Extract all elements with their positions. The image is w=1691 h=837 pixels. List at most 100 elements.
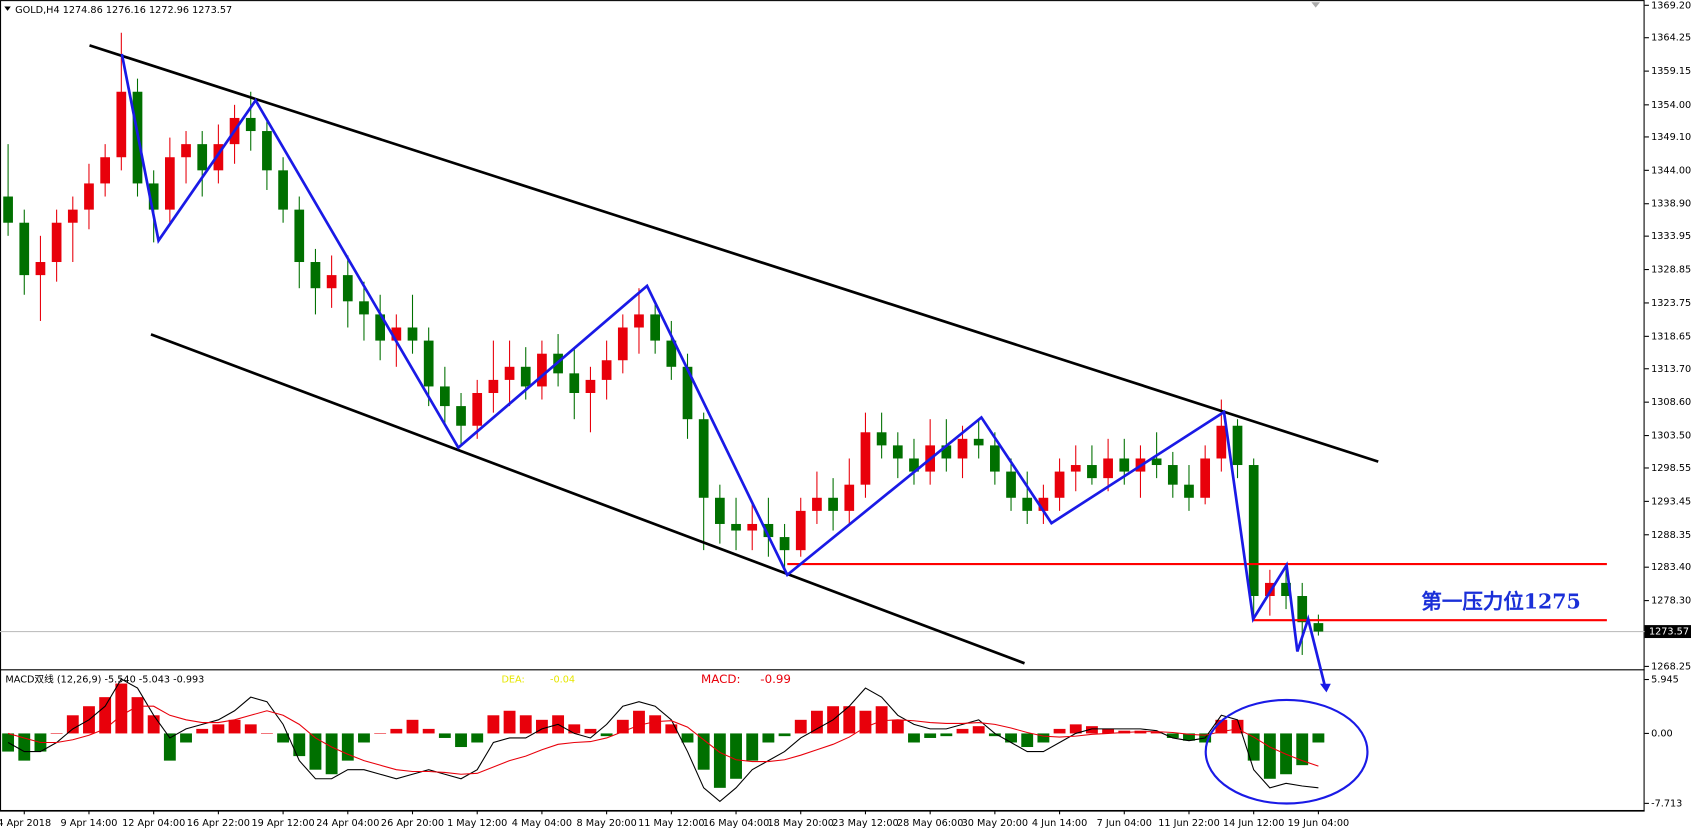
- candle-body: [828, 497, 838, 511]
- y-tick-label: 1333.95: [1651, 231, 1691, 242]
- macd-bar: [163, 733, 176, 761]
- candle-body: [1006, 471, 1016, 498]
- candle-body: [310, 262, 321, 289]
- wave-path: [120, 53, 1327, 689]
- macd-bar: [519, 715, 532, 734]
- symbol-marker: [4, 6, 11, 11]
- x-tick-label: 4 Jun 14:00: [1032, 818, 1087, 829]
- candle-body: [1281, 582, 1291, 597]
- candle-body: [359, 301, 369, 315]
- macd-bar: [1215, 719, 1228, 734]
- candle-body: [67, 209, 78, 223]
- candle-body: [537, 353, 547, 387]
- candle-body: [682, 366, 693, 420]
- candle-body: [715, 497, 725, 524]
- candle-body: [165, 157, 175, 210]
- channel-upper: [89, 44, 1379, 463]
- candle-body: [1054, 471, 1065, 498]
- y-tick-label: 1328.85: [1651, 265, 1691, 276]
- y-tick-label: 1338.90: [1651, 199, 1691, 210]
- candle-body: [294, 209, 305, 263]
- candle-body: [1103, 458, 1113, 479]
- macd-bar: [293, 733, 306, 757]
- macd-bar: [18, 733, 31, 761]
- macd-bar: [1053, 728, 1066, 734]
- macd-bar: [196, 728, 209, 734]
- macd-bar: [390, 728, 403, 734]
- macd-bar: [633, 710, 645, 734]
- x-tick-label: 19 Jun 04:00: [1288, 818, 1350, 829]
- candle-body: [35, 262, 46, 276]
- macd-bar: [455, 733, 467, 748]
- macd-bar: [358, 733, 370, 743]
- candle-body: [731, 523, 741, 531]
- macd-line: [7, 705, 1319, 775]
- y-tick-label: 1283.40: [1651, 562, 1691, 573]
- candle-body: [407, 327, 418, 341]
- macd-bar: [891, 719, 904, 734]
- x-tick-label: 4 Apr 2018: [0, 818, 51, 829]
- macd-bar: [762, 733, 775, 743]
- macd-bar: [584, 728, 597, 734]
- macd-bar: [228, 719, 241, 734]
- candle-body: [3, 196, 13, 223]
- y-tick-label: 5.945: [1651, 675, 1679, 686]
- y-tick-label: 1288.35: [1651, 530, 1691, 541]
- macd-bar: [1005, 733, 1017, 743]
- macd-bar: [325, 733, 338, 775]
- candle-body: [1297, 596, 1308, 623]
- candle-body: [278, 170, 288, 210]
- candle-body: [650, 314, 661, 341]
- dea-value: -0.04: [550, 674, 575, 685]
- candle-body: [488, 379, 499, 393]
- candle-body: [973, 438, 984, 446]
- macd-bar: [131, 697, 144, 734]
- x-tick-label: 12 Apr 04:00: [122, 818, 185, 829]
- candle-body: [795, 510, 806, 551]
- last-price-box: [1644, 625, 1691, 639]
- macd-bar: [713, 733, 726, 788]
- candle-body: [1248, 465, 1259, 597]
- macd-bar: [244, 724, 257, 734]
- y-tick-label: 1369.20: [1651, 0, 1691, 11]
- candle-body: [440, 386, 450, 407]
- scroll-marker: [1311, 2, 1321, 8]
- macd-bar: [746, 733, 759, 761]
- x-tick-label: 14 Jun 12:00: [1223, 818, 1285, 829]
- x-tick-label: 30 May 20:00: [962, 818, 1028, 829]
- macd-bar: [665, 724, 678, 734]
- candle-body: [1216, 425, 1227, 459]
- x-tick-label: 9 Apr 14:00: [60, 818, 117, 829]
- macd-label: MACD:: [701, 672, 741, 686]
- macd-bar: [681, 733, 694, 743]
- x-tick-label: 7 Jun 04:00: [1097, 818, 1152, 829]
- candle-body: [569, 373, 580, 393]
- x-tick-label: 19 Apr 12:00: [252, 818, 315, 829]
- macd-bar: [1085, 726, 1098, 734]
- candle-body: [375, 314, 386, 341]
- candle-body: [601, 360, 612, 380]
- macd-title: MACD双线 (12,26,9) -5.540 -5.043 -0.993: [5, 672, 204, 685]
- dea-label: DEA:: [501, 674, 524, 685]
- last-price-label: 1273.57: [1649, 627, 1689, 638]
- macd-bar: [1150, 731, 1163, 734]
- candle-body: [909, 458, 919, 472]
- macd-bar: [66, 715, 79, 734]
- candle-body: [197, 144, 208, 171]
- y-tick-label: 1318.65: [1651, 331, 1691, 342]
- macd-bar: [374, 733, 387, 734]
- macd-bar: [988, 733, 1001, 737]
- candle-body: [844, 484, 855, 511]
- candle-body: [617, 327, 628, 361]
- x-tick-label: 26 Apr 20:00: [381, 818, 444, 829]
- y-tick-label: 1354.00: [1651, 100, 1691, 111]
- y-tick-label: 1344.00: [1651, 165, 1691, 176]
- macd-bar: [406, 719, 419, 734]
- macd-bar: [730, 733, 742, 779]
- macd-bar: [277, 733, 290, 743]
- y-tick-label: 1268.25: [1651, 661, 1691, 672]
- candle-body: [262, 131, 272, 171]
- y-tick-label: 1298.55: [1651, 463, 1691, 474]
- candle-body: [326, 275, 337, 289]
- candle-body: [812, 497, 822, 511]
